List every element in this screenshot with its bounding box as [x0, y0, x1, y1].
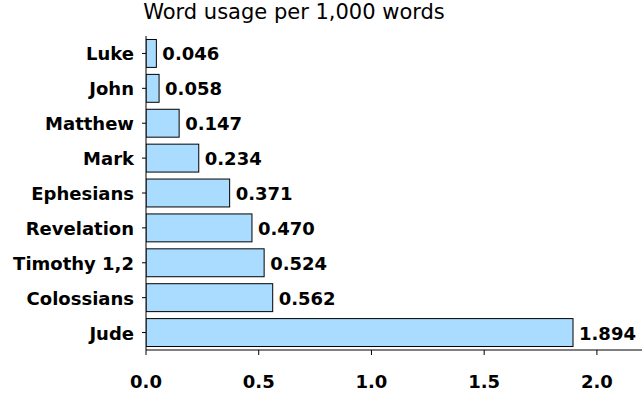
bar	[146, 319, 573, 347]
tick	[142, 53, 146, 54]
y-axis	[146, 36, 147, 350]
tick	[258, 350, 259, 355]
data-label: 0.147	[185, 113, 242, 134]
tick-label: 1.5	[468, 371, 500, 392]
chart: Word usage per 1,000 words 0.046 Luke 0.058…	[0, 0, 643, 394]
bar	[146, 214, 252, 242]
tick-label: 2.0	[581, 371, 613, 392]
tick-label: 1.0	[356, 371, 388, 392]
tick-label: 0.0	[130, 371, 162, 392]
data-label: 0.046	[162, 43, 219, 64]
bar	[146, 284, 273, 312]
category-label: Matthew	[45, 113, 134, 134]
category-label: Mark	[83, 148, 135, 169]
tick	[142, 123, 146, 124]
bars	[146, 39, 573, 346]
data-label: 0.562	[279, 288, 336, 309]
tick	[371, 350, 372, 355]
tick	[596, 350, 597, 355]
tick	[142, 297, 146, 298]
category-label: Luke	[86, 43, 134, 64]
tick	[142, 88, 146, 89]
bar	[146, 144, 199, 172]
tick	[142, 193, 146, 194]
data-label: 0.371	[236, 183, 293, 204]
category-label: Jude	[87, 323, 134, 344]
tick-label: 0.5	[243, 371, 275, 392]
x-axis	[146, 350, 642, 351]
data-label: 1.894	[579, 323, 636, 344]
category-label: Revelation	[26, 218, 134, 239]
tick	[142, 332, 146, 333]
tick	[142, 158, 146, 159]
category-label: Colossians	[27, 288, 134, 309]
title: Word usage per 1,000 words	[143, 0, 445, 24]
bar	[146, 39, 156, 67]
tick	[142, 262, 146, 263]
category-label: Ephesians	[31, 183, 134, 204]
data-label: 0.524	[270, 253, 327, 274]
data-label: 0.234	[205, 148, 262, 169]
labels: 0.046 Luke 0.058 John 0.147 Matthew 0.234 Mark 0…	[13, 43, 636, 343]
tick	[484, 350, 485, 355]
bar	[146, 249, 264, 277]
data-label: 0.058	[165, 78, 222, 99]
bar	[146, 74, 159, 102]
category-label: John	[87, 78, 134, 99]
bar	[146, 179, 230, 207]
tick	[146, 350, 147, 355]
data-label: 0.470	[258, 218, 315, 239]
bar	[146, 109, 179, 137]
tick	[142, 227, 146, 228]
category-label: Timothy 1,2	[13, 253, 134, 274]
